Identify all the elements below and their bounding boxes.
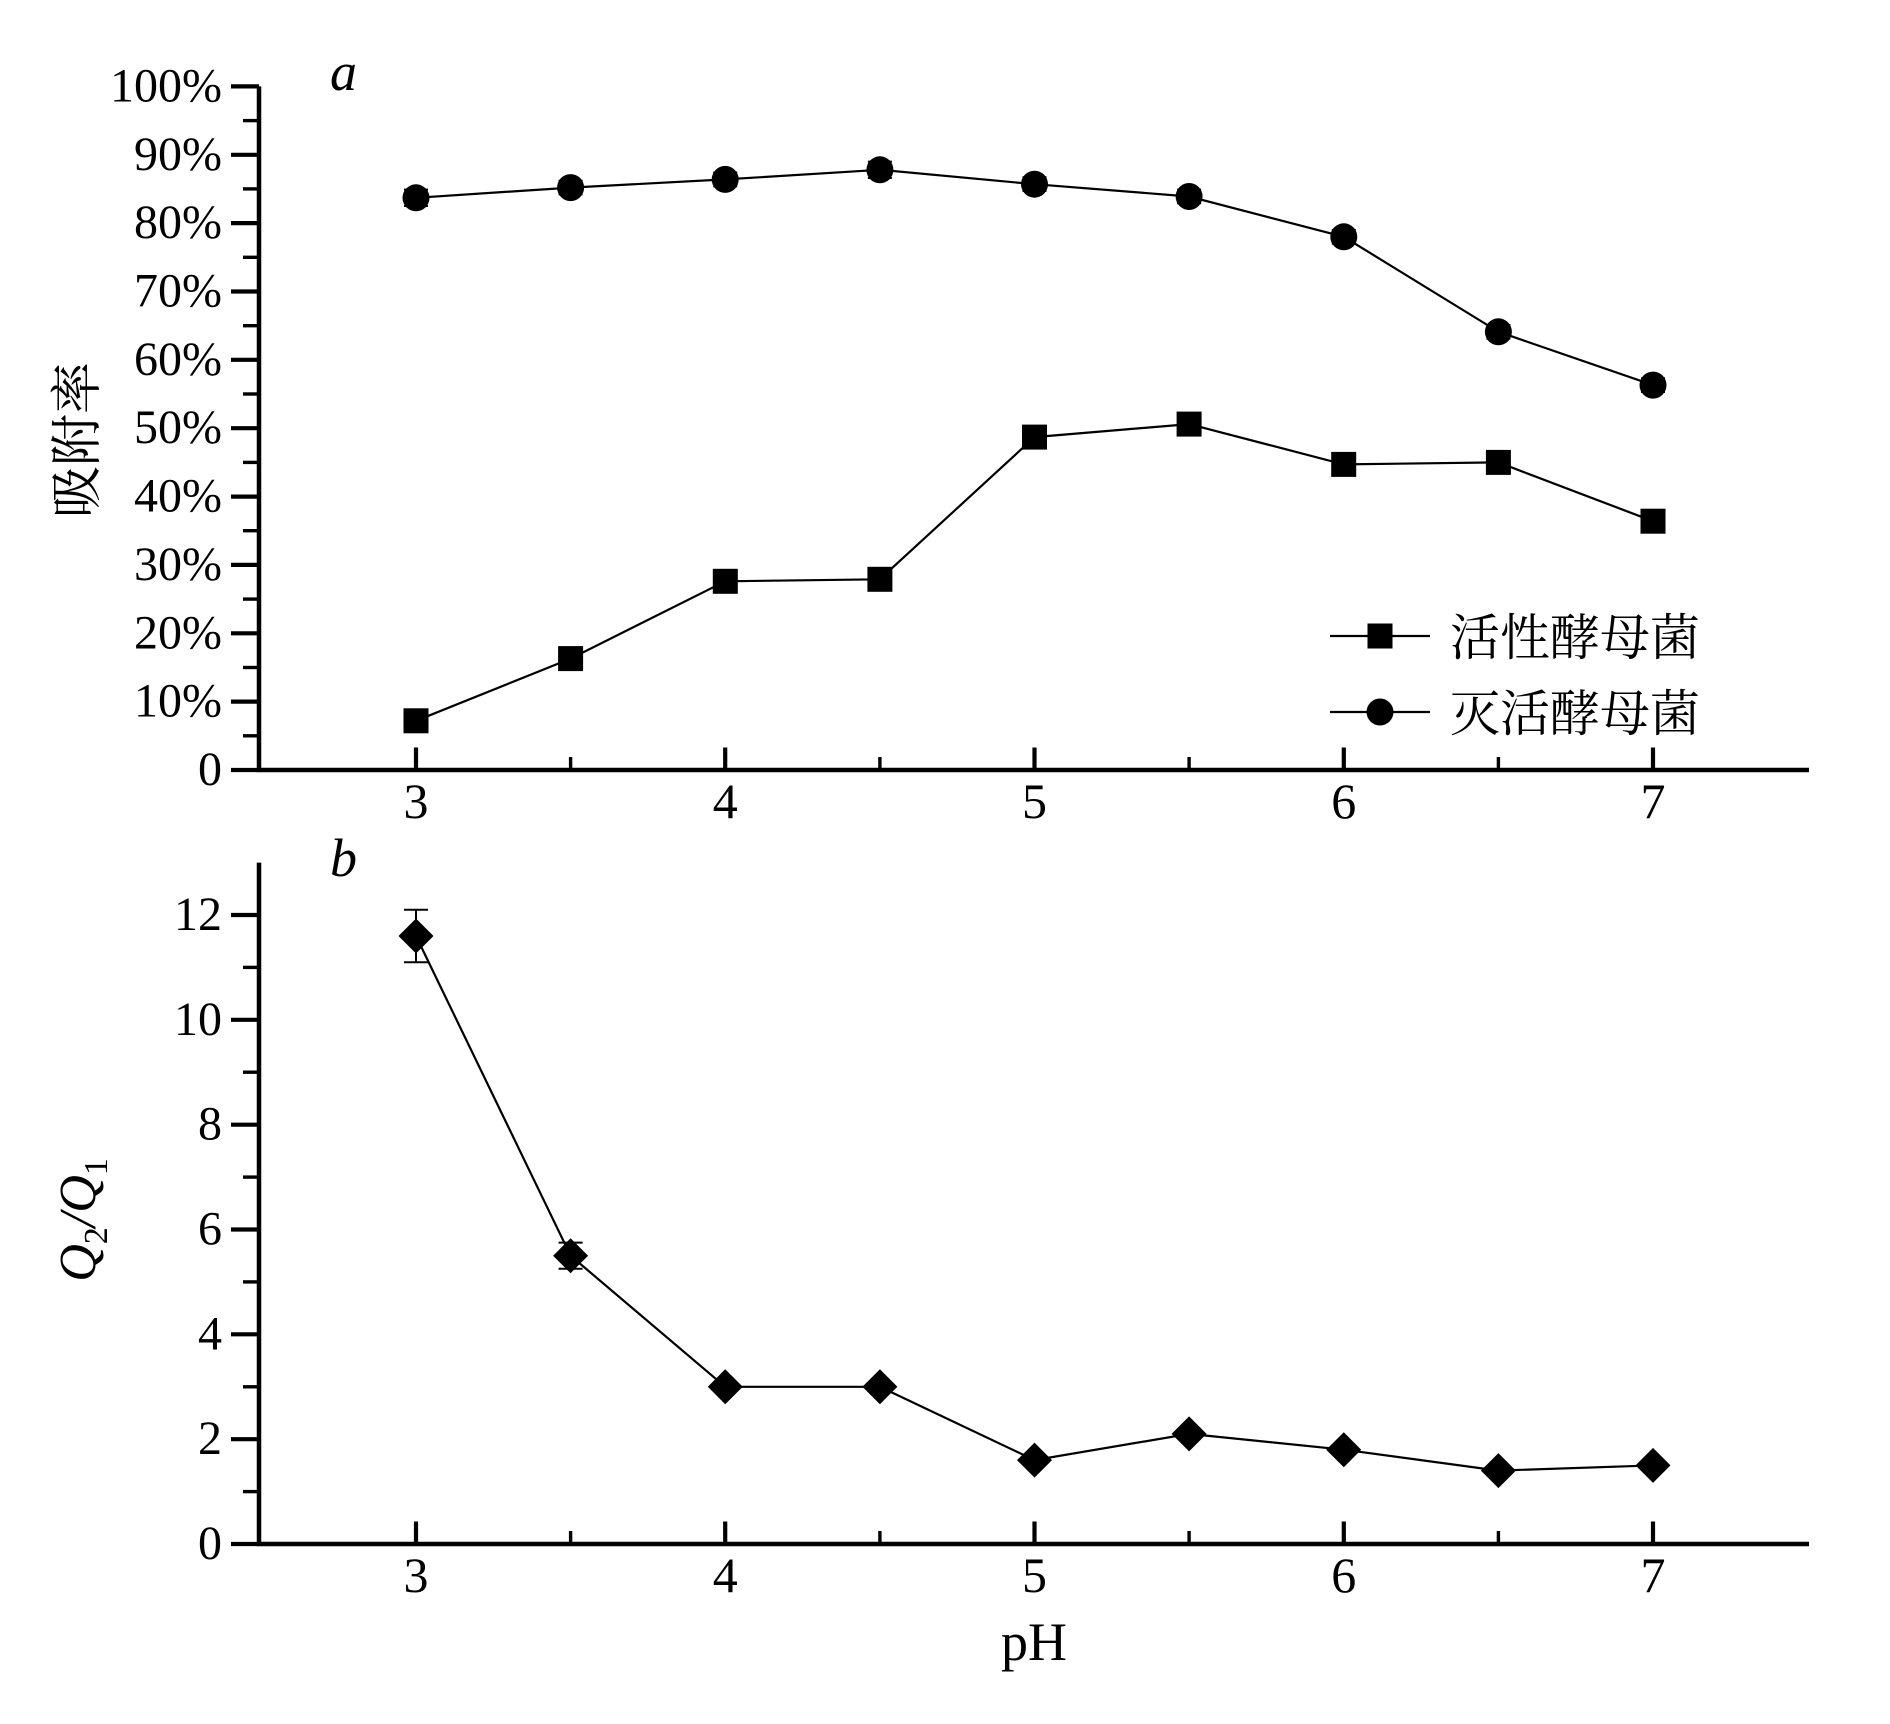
svg-text:6: 6 [1331,1547,1356,1603]
svg-text:10%: 10% [134,675,222,728]
svg-text:6: 6 [1331,773,1356,829]
svg-text:4: 4 [713,773,738,829]
svg-text:活性酵母菌: 活性酵母菌 [1450,598,1700,670]
svg-text:5: 5 [1022,1547,1047,1603]
svg-text:10: 10 [174,993,222,1046]
svg-text:a: a [330,42,357,102]
svg-text:30%: 30% [134,538,222,591]
svg-text:12: 12 [174,888,222,941]
svg-text:6: 6 [198,1203,222,1256]
svg-text:Q2/Q1: Q2/Q1 [50,1158,115,1282]
svg-text:40%: 40% [134,470,222,523]
svg-text:100%: 100% [110,59,222,112]
svg-text:pH: pH [1001,1612,1067,1672]
svg-text:0: 0 [198,743,222,796]
svg-text:20%: 20% [134,606,222,659]
svg-text:吸附率: 吸附率 [35,362,110,518]
svg-text:8: 8 [198,1098,222,1151]
svg-text:2: 2 [198,1412,222,1465]
svg-text:4: 4 [713,1547,738,1603]
svg-text:灭活酵母菌: 灭活酵母菌 [1450,674,1700,746]
svg-text:7: 7 [1641,773,1666,829]
svg-text:3: 3 [404,773,429,829]
svg-text:4: 4 [198,1307,222,1360]
svg-text:50%: 50% [134,401,222,454]
svg-text:80%: 80% [134,196,222,249]
svg-text:60%: 60% [134,333,222,386]
svg-text:90%: 90% [134,128,222,181]
svg-text:70%: 70% [134,265,222,318]
svg-text:0: 0 [198,1517,222,1570]
svg-text:7: 7 [1641,1547,1666,1603]
svg-text:b: b [330,828,357,888]
svg-text:5: 5 [1022,773,1047,829]
svg-text:3: 3 [404,1547,429,1603]
